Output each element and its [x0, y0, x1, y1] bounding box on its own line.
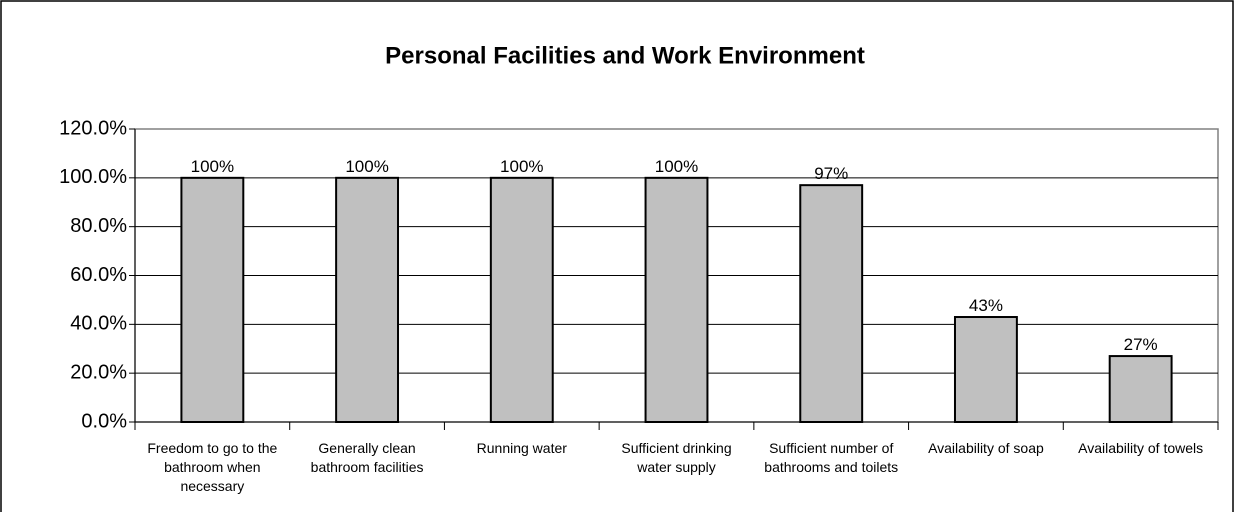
bar — [489, 176, 554, 423]
x-tick-label: Generally clean bathroom facilities — [311, 440, 424, 475]
x-tick-label: Freedom to go to the bathroom when necessa… — [147, 440, 277, 494]
bar — [1108, 355, 1173, 424]
bar — [180, 176, 245, 423]
value-label: 97% — [814, 164, 848, 183]
bar — [953, 316, 1018, 423]
bar — [335, 176, 400, 423]
y-tick-label: 40.0% — [70, 313, 127, 335]
bar — [799, 184, 864, 423]
chart-title: Personal Facilities and Work Environment — [385, 42, 865, 69]
bar — [644, 176, 709, 423]
y-tick-label: 100.0% — [59, 166, 127, 188]
y-tick-label: 0.0% — [81, 410, 127, 432]
x-tick-label: Running water — [477, 440, 568, 456]
value-label: 100% — [191, 157, 234, 176]
y-tick-label: 20.0% — [70, 361, 127, 383]
x-tick-label: Availability of soap — [928, 440, 1044, 456]
value-label: 43% — [969, 296, 1003, 315]
y-tick-label: 120.0% — [59, 117, 127, 139]
x-tick-label: Sufficient drinking water supply — [621, 440, 731, 475]
value-label: 100% — [500, 157, 543, 176]
x-tick-label: Availability of towels — [1078, 440, 1203, 456]
y-tick-label: 60.0% — [70, 264, 127, 286]
value-label: 100% — [345, 157, 388, 176]
value-label: 27% — [1124, 335, 1158, 354]
value-label: 100% — [655, 157, 698, 176]
y-tick-label: 80.0% — [70, 215, 127, 237]
x-tick-label: Sufficient number of bathrooms and toilet… — [764, 440, 898, 475]
